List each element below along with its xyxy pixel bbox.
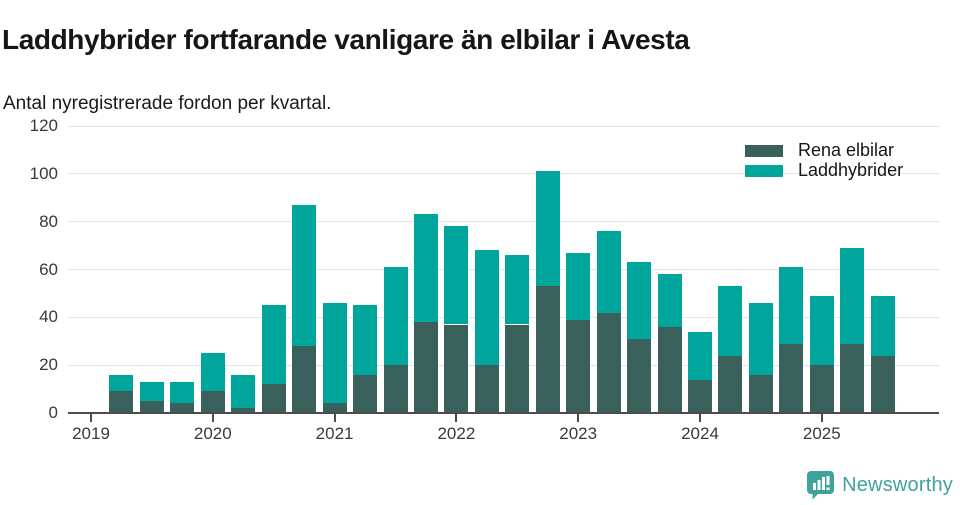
bar-laddhybrider-2022-Q2 xyxy=(474,250,499,366)
bar-elbilar-2025-Q2 xyxy=(840,343,865,413)
chart-subtitle: Antal nyregistrerade fordon per kvartal. xyxy=(3,93,332,114)
x-axis-tick-label: 2020 xyxy=(193,424,232,443)
gridline-y-120 xyxy=(68,125,939,127)
bar-laddhybrider-2023-Q4 xyxy=(657,274,682,327)
x-axis-tick-label: 2019 xyxy=(72,424,110,443)
newsworthy-logo[interactable]: Newsworthy xyxy=(806,470,953,500)
newsworthy-logo-text: Newsworthy xyxy=(842,473,953,496)
gridline-y-40 xyxy=(68,316,939,318)
bar-laddhybrider-2024-Q4 xyxy=(779,267,804,344)
chart-legend: Rena elbilar Laddhybrider xyxy=(745,140,904,181)
bar-elbilar-2021-Q3 xyxy=(383,365,408,413)
x-axis-tick-label: 2022 xyxy=(437,424,476,443)
gridline-y-100 xyxy=(68,173,939,175)
bar-laddhybrider-2024-Q2 xyxy=(718,286,743,356)
bar-elbilar-2025-Q3 xyxy=(870,355,895,413)
bar-elbilar-2023-Q3 xyxy=(627,338,652,413)
bar-laddhybrider-2023-Q2 xyxy=(596,231,621,313)
bar-laddhybrider-2024-Q1 xyxy=(688,331,712,380)
bar-elbilar-2020-Q1 xyxy=(200,391,225,413)
y-axis-tick-label: 20 xyxy=(39,355,58,375)
bar-laddhybrider-2021-Q4 xyxy=(413,214,438,323)
bar-elbilar-2020-Q4 xyxy=(292,346,317,413)
legend-label: Rena elbilar xyxy=(798,140,895,160)
bar-elbilar-2022-Q3 xyxy=(505,324,530,413)
bar-elbilar-2024-Q3 xyxy=(748,374,773,413)
x-axis-line xyxy=(68,412,939,414)
y-axis-tick-label: 40 xyxy=(39,307,58,327)
bar-laddhybrider-2019-Q2 xyxy=(109,374,134,392)
x-axis-tick-label: 2025 xyxy=(802,424,841,443)
bar-laddhybrider-2022-Q4 xyxy=(535,171,560,287)
newsworthy-chart-bubble-icon xyxy=(807,471,835,500)
bar-elbilar-2024-Q1 xyxy=(688,379,712,413)
bar-elbilar-2024-Q4 xyxy=(779,343,804,413)
x-axis-tick-2025 xyxy=(820,414,823,422)
bar-elbilar-2019-Q3 xyxy=(139,401,164,413)
y-axis-tick-label: 80 xyxy=(39,211,58,231)
legend-swatch-rena-elbilar xyxy=(745,144,783,157)
legend-label: Laddhybrider xyxy=(798,160,904,180)
gridline-y-20 xyxy=(68,364,939,366)
bar-laddhybrider-2020-Q1 xyxy=(200,353,225,392)
bar-elbilar-2025-Q1 xyxy=(809,365,834,413)
x-axis-tick-2020 xyxy=(211,414,214,422)
bar-laddhybrider-2021-Q2 xyxy=(353,305,378,375)
y-axis-tick-label: 120 xyxy=(29,116,58,135)
page-title: Laddhybrider fortfarande vanligare än el… xyxy=(2,23,690,55)
y-axis-tick-label: 0 xyxy=(48,403,58,422)
x-axis-tick-2021 xyxy=(333,414,336,422)
bar-elbilar-2023-Q1 xyxy=(566,319,591,413)
bar-laddhybrider-2021-Q3 xyxy=(383,267,408,366)
gridline-y-60 xyxy=(68,269,939,270)
bar-laddhybrider-2025-Q2 xyxy=(840,247,865,344)
x-axis-tick-2024 xyxy=(699,414,701,422)
bar-elbilar-2022-Q4 xyxy=(535,286,560,413)
legend-swatch-laddhybrider xyxy=(745,164,783,177)
y-axis-tick-label: 60 xyxy=(39,259,58,279)
bar-elbilar-2024-Q2 xyxy=(718,355,743,413)
bar-elbilar-2020-Q2 xyxy=(231,408,256,413)
bar-laddhybrider-2021-Q1 xyxy=(322,302,347,404)
bar-laddhybrider-2022-Q1 xyxy=(444,226,469,325)
bar-laddhybrider-2020-Q4 xyxy=(292,204,317,347)
bar-elbilar-2020-Q3 xyxy=(261,384,286,413)
bar-elbilar-2023-Q2 xyxy=(596,312,621,413)
bar-elbilar-2021-Q4 xyxy=(413,322,438,413)
bar-laddhybrider-2019-Q4 xyxy=(170,381,195,404)
x-axis-tick-label: 2023 xyxy=(559,424,598,443)
legend-item-laddhybrider: Laddhybrider xyxy=(745,160,904,180)
bar-laddhybrider-2020-Q2 xyxy=(231,374,256,409)
bar-laddhybrider-2020-Q3 xyxy=(261,305,286,385)
bar-elbilar-2021-Q1 xyxy=(322,403,347,413)
bar-elbilar-2023-Q4 xyxy=(657,326,682,413)
legend-item-rena-elbilar: Rena elbilar xyxy=(745,140,903,160)
y-axis-tick-label: 100 xyxy=(29,163,58,183)
bar-laddhybrider-2019-Q3 xyxy=(139,381,164,402)
bar-elbilar-2019-Q4 xyxy=(170,403,195,413)
bar-elbilar-2019-Q2 xyxy=(109,391,134,413)
x-axis-tick-label: 2021 xyxy=(315,424,354,443)
bar-laddhybrider-2023-Q3 xyxy=(627,262,652,339)
bar-laddhybrider-2023-Q1 xyxy=(566,252,591,320)
bar-laddhybrider-2025-Q1 xyxy=(809,295,834,366)
bar-elbilar-2022-Q2 xyxy=(474,365,499,413)
x-axis-tick-2023 xyxy=(577,414,580,422)
x-axis-tick-2019 xyxy=(90,414,92,422)
gridline-y-80 xyxy=(68,221,939,223)
bar-elbilar-2022-Q1 xyxy=(444,324,469,413)
bar-laddhybrider-2025-Q3 xyxy=(870,295,895,356)
bar-laddhybrider-2022-Q3 xyxy=(505,255,530,325)
bar-laddhybrider-2024-Q3 xyxy=(748,302,773,375)
x-axis-tick-2022 xyxy=(455,414,458,422)
bar-elbilar-2021-Q2 xyxy=(353,374,378,413)
x-axis-tick-label: 2024 xyxy=(681,424,719,443)
